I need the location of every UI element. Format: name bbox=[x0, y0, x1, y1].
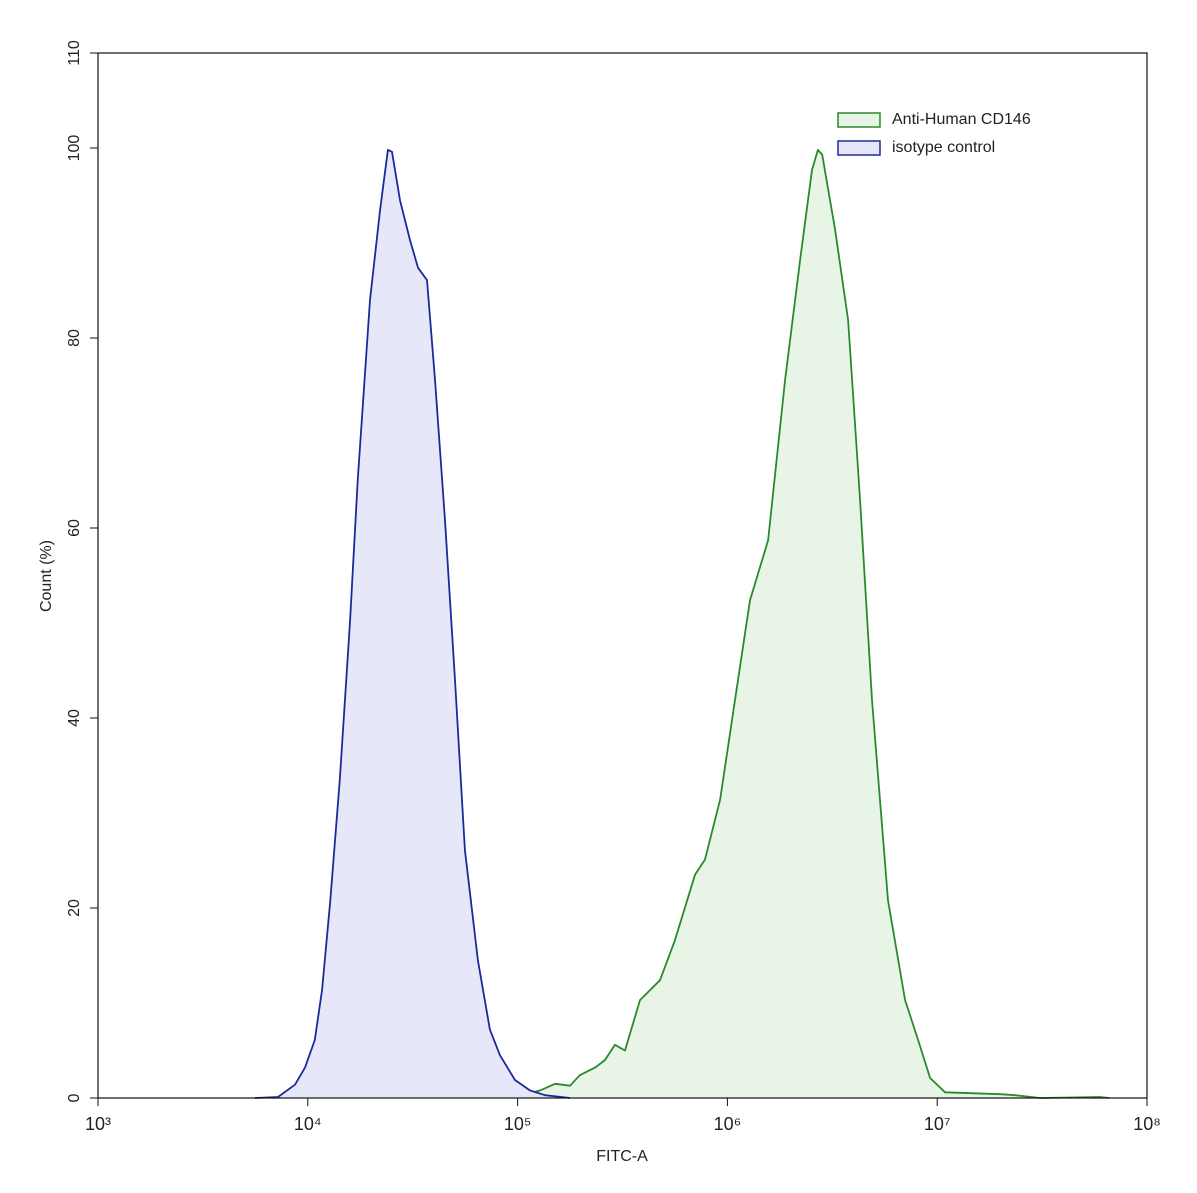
area-fill bbox=[255, 149, 571, 1098]
legend-swatch bbox=[837, 112, 881, 128]
x-tick-label: 10⁵ bbox=[504, 1114, 531, 1134]
legend-label: isotype control bbox=[892, 139, 995, 156]
area-line bbox=[254, 149, 571, 1099]
x-tick-label: 10⁶ bbox=[714, 1114, 741, 1134]
x-tick-label: 10³ bbox=[85, 1114, 111, 1134]
x-tick-label: 10⁷ bbox=[924, 1114, 951, 1134]
y-tick-label: 60 bbox=[66, 519, 83, 537]
y-tick-label: 40 bbox=[66, 709, 83, 727]
plot-frame bbox=[97, 52, 1148, 1099]
y-tick-label: 80 bbox=[66, 329, 83, 347]
legend-label: Anti-Human CD146 bbox=[892, 111, 1031, 128]
y-tick-label: 0 bbox=[66, 1093, 83, 1102]
area-line bbox=[469, 149, 1110, 1099]
area-fill bbox=[470, 149, 1110, 1098]
legend-swatch bbox=[837, 140, 881, 156]
x-tick-label: 10⁴ bbox=[294, 1114, 322, 1134]
x-tick-label: 10⁸ bbox=[1133, 1114, 1161, 1134]
x-axis-label: FITC-A bbox=[596, 1148, 648, 1165]
y-tick-label: 20 bbox=[66, 899, 83, 917]
y-tick-label: 110 bbox=[66, 40, 83, 66]
y-axis-label: Count (%) bbox=[38, 540, 55, 612]
y-tick-label: 100 bbox=[66, 135, 83, 162]
